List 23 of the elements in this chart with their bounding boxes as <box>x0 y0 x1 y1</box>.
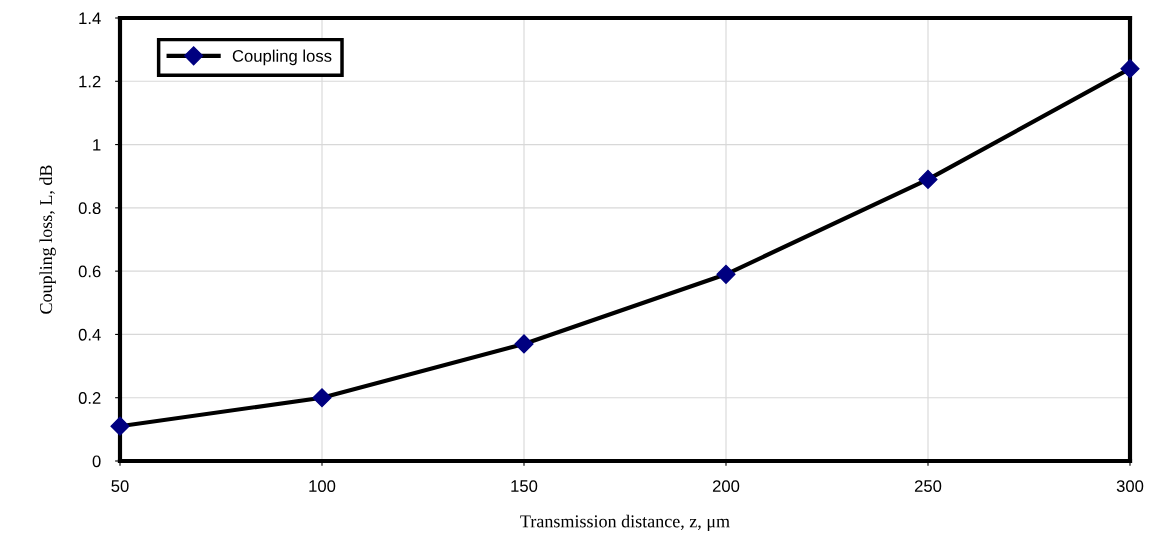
x-tick-label: 300 <box>1116 480 1144 492</box>
point <box>110 416 130 436</box>
point <box>918 169 938 189</box>
x-tick-label: 250 <box>914 480 942 492</box>
x-tick-label: 150 <box>511 480 538 492</box>
x-axis-title: Transmission distance, z, μm <box>520 514 730 532</box>
y-tick-label: 0 <box>92 455 101 468</box>
point <box>514 334 534 354</box>
y-tick-label: 1.2 <box>79 75 101 88</box>
y-tick-label: 0.6 <box>78 265 101 278</box>
y-tick-label: 0.2 <box>78 392 101 404</box>
y-tick-label: 0.4 <box>78 328 101 341</box>
y-tick-label: 1 <box>93 139 101 151</box>
point <box>1120 59 1140 79</box>
point <box>716 264 736 284</box>
legend-label: Coupling loss <box>232 49 332 66</box>
y-tick-label: 1.4 <box>79 12 101 25</box>
x-tick-label: 50 <box>111 480 129 492</box>
x-tick-label: 100 <box>309 480 336 492</box>
y-axis-title: Coupling loss, L, dB <box>39 165 56 314</box>
x-tick-label: 200 <box>712 480 740 492</box>
y-tick-label: 0.8 <box>78 202 101 215</box>
point <box>312 388 332 408</box>
